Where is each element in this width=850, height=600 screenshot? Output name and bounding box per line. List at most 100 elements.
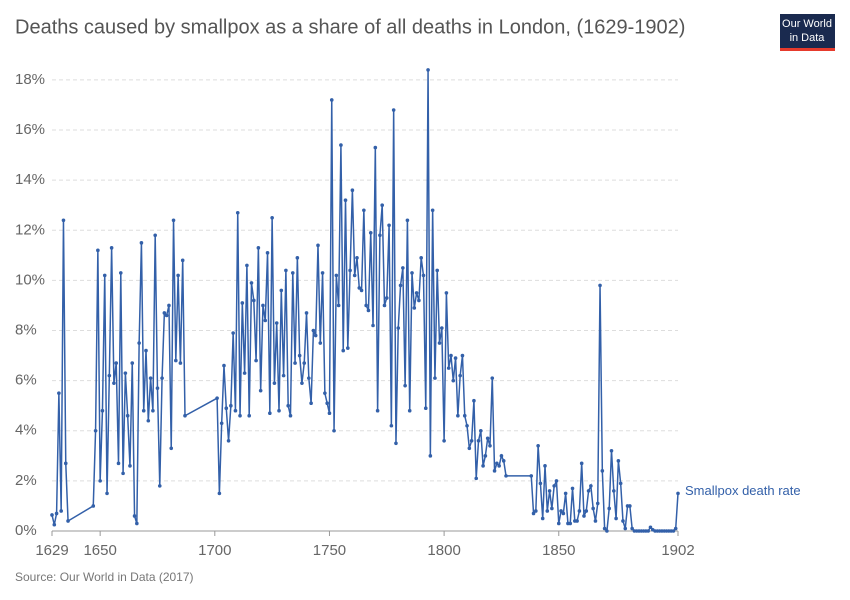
y-tick-label: 16% <box>15 121 45 138</box>
point <box>268 411 272 416</box>
point <box>407 408 412 413</box>
point <box>621 519 625 523</box>
y-tick-label: 18% <box>15 71 45 88</box>
point <box>449 353 453 358</box>
point <box>474 476 479 481</box>
point <box>114 361 119 365</box>
point <box>648 525 653 530</box>
point <box>52 522 57 527</box>
point <box>545 509 550 513</box>
point <box>426 68 430 72</box>
point <box>495 461 499 466</box>
point <box>270 215 274 220</box>
point <box>419 256 423 260</box>
point <box>63 461 68 466</box>
point <box>135 521 139 526</box>
point <box>481 464 485 468</box>
point <box>373 145 378 150</box>
point <box>329 98 334 102</box>
point <box>313 333 318 338</box>
point <box>346 346 350 350</box>
point <box>281 373 286 378</box>
point <box>332 428 336 433</box>
y-tick-label: 0% <box>15 522 37 539</box>
y-tick-label: 6% <box>15 372 37 389</box>
point <box>584 509 589 513</box>
point <box>146 418 151 423</box>
point <box>293 361 297 365</box>
y-tick-label: 12% <box>15 221 45 238</box>
point <box>357 286 362 290</box>
point <box>96 248 100 253</box>
point <box>600 469 605 473</box>
point <box>222 363 226 368</box>
point <box>139 241 144 245</box>
x-tick-label: 1750 <box>313 542 346 559</box>
point <box>485 436 490 441</box>
point <box>309 401 313 405</box>
point <box>456 413 460 418</box>
point <box>256 246 261 250</box>
y-tick-label: 2% <box>15 472 37 489</box>
logo-text: Our World <box>782 18 832 30</box>
point <box>336 303 341 308</box>
point <box>183 413 187 418</box>
point <box>93 428 98 433</box>
point <box>169 446 174 451</box>
point <box>401 266 405 270</box>
point <box>215 396 219 400</box>
point <box>561 511 566 516</box>
point <box>286 403 290 408</box>
point <box>421 273 426 278</box>
point <box>249 281 254 285</box>
point <box>144 348 148 353</box>
point <box>417 298 421 303</box>
y-tick-label: 10% <box>15 271 45 288</box>
point <box>591 506 595 511</box>
point <box>261 303 265 308</box>
point <box>277 408 281 413</box>
point <box>382 303 387 308</box>
point <box>128 464 132 468</box>
point <box>251 298 256 303</box>
point <box>178 361 183 365</box>
point <box>137 341 141 345</box>
point <box>320 271 325 275</box>
point <box>488 443 492 448</box>
point <box>595 501 600 506</box>
point <box>403 383 407 388</box>
point <box>325 401 329 405</box>
point <box>112 381 116 385</box>
point <box>499 454 504 458</box>
point <box>274 321 279 325</box>
point <box>364 303 368 308</box>
point <box>151 408 155 413</box>
y-tick-label: 4% <box>15 422 37 439</box>
point <box>531 511 536 516</box>
point <box>534 509 538 513</box>
point <box>543 464 547 468</box>
point <box>235 210 240 215</box>
point <box>628 504 632 508</box>
point <box>162 311 167 315</box>
source: Source: Our World in Data (2017) <box>15 570 194 584</box>
point <box>231 331 235 335</box>
point <box>130 361 135 365</box>
point <box>611 489 616 493</box>
point <box>410 271 414 275</box>
point <box>375 408 380 413</box>
point <box>570 486 575 491</box>
point <box>550 506 554 511</box>
point <box>646 529 650 533</box>
point <box>350 188 355 192</box>
point <box>577 509 582 513</box>
point <box>605 529 609 533</box>
point <box>148 376 153 380</box>
point <box>437 341 442 345</box>
point <box>540 516 545 521</box>
point <box>316 243 320 248</box>
point <box>263 318 268 323</box>
point <box>387 223 391 228</box>
x-tick-label: 1650 <box>83 542 116 559</box>
logo-box <box>780 14 835 48</box>
